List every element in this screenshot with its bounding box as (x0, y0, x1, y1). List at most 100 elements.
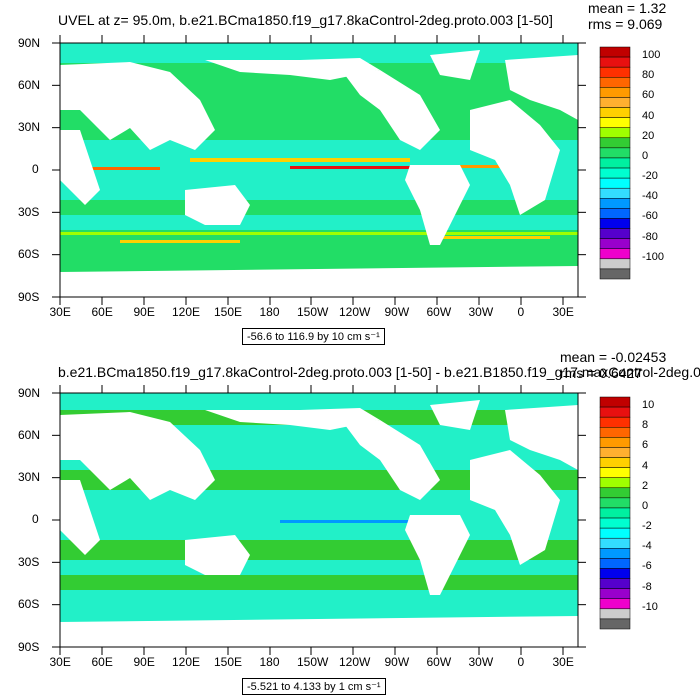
colorbar-swatch (599, 87, 631, 98)
colorbar-swatch (599, 248, 631, 260)
lon-tick-label: 120E (172, 655, 201, 669)
colorbar-swatch (599, 487, 631, 499)
lon-tick-label: 150W (297, 305, 329, 319)
lon-tick-label: 90E (133, 655, 155, 669)
lon-tick-label: 150W (297, 655, 329, 669)
colorbar-swatch (599, 127, 631, 139)
lon-tick-label: 30E (49, 655, 71, 669)
colorbar-label: -6 (642, 560, 652, 573)
colorbar-swatch (599, 427, 631, 438)
p1-lat-30S: 30S (18, 205, 40, 219)
colorbar-swatch (599, 507, 631, 519)
lon-tick-label: 30E (552, 655, 574, 669)
colorbar-swatch (599, 238, 631, 249)
colorbar-swatch (599, 598, 631, 610)
colorbar-swatch (599, 527, 631, 539)
p1-lat-60S: 60S (18, 247, 40, 261)
axis-tick-marks (52, 35, 586, 655)
colorbar-swatch (599, 437, 631, 448)
p2-lat-90S: 90S (18, 640, 40, 654)
colorbar-label: 6 (642, 439, 649, 452)
colorbar-swatch (599, 46, 631, 58)
panel1-range-label: -56.6 to 116.9 by 10 cm s⁻¹ (242, 328, 385, 345)
colorbar-swatch (599, 177, 631, 189)
colorbar-label: 80 (642, 69, 655, 82)
colorbar-swatch (599, 268, 631, 280)
colorbar-swatch (599, 258, 631, 270)
colorbar-label: -80 (642, 230, 658, 243)
colorbar-label: 0 (642, 149, 649, 162)
colorbar-swatch (599, 467, 631, 478)
panel2-map (59, 392, 579, 648)
panel2-colorbar (599, 396, 631, 630)
colorbar-swatch (599, 618, 631, 630)
colorbar-swatch (599, 457, 631, 468)
lon-tick-label: 120W (339, 655, 371, 669)
panel1-title: UVEL at z= 95.0m, b.e21.BCma1850.f19_g17… (58, 12, 553, 28)
lon-tick-label: 60W (426, 305, 452, 319)
panel1-rms: rms = 9.069 (588, 16, 663, 32)
colorbar-label: -100 (642, 250, 665, 263)
lon-tick-label: 30E (552, 305, 574, 319)
colorbar-swatch (599, 218, 631, 229)
colorbar-swatch (599, 537, 631, 549)
panel1-mean: mean = 1.32 (588, 0, 667, 16)
colorbar-label: -40 (642, 190, 658, 203)
lon-tick-label: 180 (259, 305, 280, 319)
lon-tick-label: 60E (91, 655, 113, 669)
colorbar-swatch (599, 396, 631, 408)
lon-tick-label: 90E (133, 305, 155, 319)
colorbar-swatch (599, 157, 631, 169)
colorbar-label: -60 (642, 210, 658, 223)
p1-lat-90S: 90S (18, 290, 40, 304)
lon-tick-label: 90W (384, 305, 410, 319)
p1-lat-60N: 60N (18, 78, 41, 92)
colorbar-swatch (599, 167, 631, 179)
colorbar-swatch (599, 548, 631, 559)
panel1-map (59, 42, 579, 298)
colorbar-swatch (599, 416, 631, 428)
colorbar-label: -8 (642, 580, 652, 593)
colorbar-label: 20 (642, 129, 655, 142)
colorbar-label: -2 (642, 520, 652, 533)
panel2-title: b.e21.BCma1850.f19_g17.8kaControl-2deg.p… (58, 364, 700, 380)
colorbar-swatch (599, 77, 631, 88)
colorbar-swatch (599, 137, 631, 149)
colorbar-label: 40 (642, 109, 655, 122)
p2-lat-90N: 90N (18, 386, 41, 400)
p2-lat-60N: 60N (18, 428, 41, 442)
lon-tick-label: 90W (384, 655, 410, 669)
colorbar-label: -4 (642, 540, 652, 553)
lon-tick-label: 120E (172, 305, 201, 319)
colorbar-swatch (599, 117, 631, 128)
colorbar-swatch (599, 477, 631, 489)
p1-lat-90N: 90N (18, 36, 41, 50)
colorbar-label: 10 (642, 399, 655, 411)
colorbar-swatch (599, 608, 631, 620)
panel2-rms: rms = 0.6427 (560, 365, 643, 381)
colorbar-swatch (599, 447, 631, 458)
p1-lat-0: 0 (32, 162, 39, 176)
colorbar-label: -10 (642, 600, 658, 613)
colorbar-swatch (599, 56, 631, 68)
colorbar-swatch (599, 208, 631, 219)
colorbar-swatch (599, 588, 631, 599)
panel2-mean: mean = -0.02453 (560, 349, 667, 365)
colorbar-label: 2 (642, 479, 649, 492)
colorbar-label: 0 (642, 499, 649, 512)
colorbar-label: -20 (642, 170, 658, 183)
p2-lat-30S: 30S (18, 555, 40, 569)
p2-lat-30N: 30N (18, 470, 41, 484)
p1-lat-30N: 30N (18, 120, 41, 134)
lon-tick-label: 150E (214, 655, 243, 669)
lon-tick-label: 30E (49, 305, 71, 319)
lon-tick-label: 150E (214, 305, 243, 319)
p2-lat-0: 0 (32, 512, 39, 526)
lon-tick-label: 30W (468, 305, 494, 319)
colorbar-swatch (599, 517, 631, 529)
colorbar-swatch (599, 107, 631, 118)
p2-lat-60S: 60S (18, 597, 40, 611)
colorbar-swatch (599, 97, 631, 108)
colorbar-swatch (599, 497, 631, 509)
